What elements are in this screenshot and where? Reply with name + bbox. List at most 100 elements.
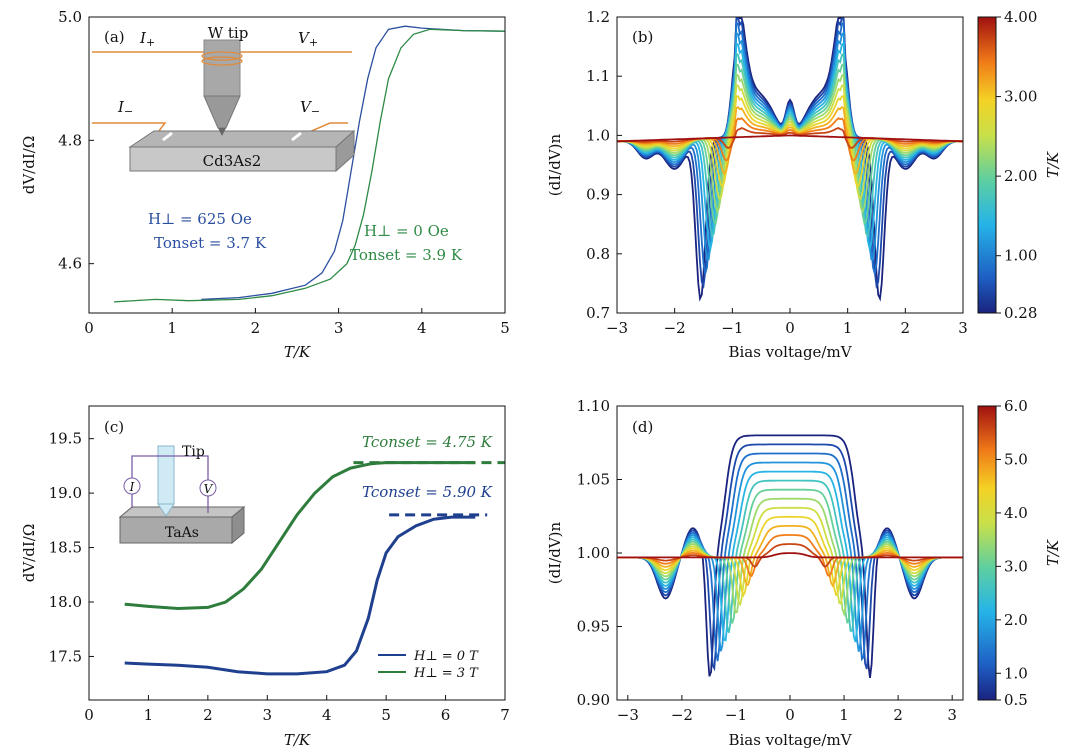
series-line-1 — [113, 28, 506, 303]
colorbar-tick-label: 2.0 — [1004, 611, 1028, 629]
x-tick-label: 6 — [441, 706, 451, 724]
panel-a-xlabel: T/K — [284, 343, 311, 361]
panel-c: 0 1 2 3 4 5 6 7 17.5 18.0 18.5 19.0 19.5 I V Tip TaA… — [20, 405, 510, 749]
spectrum-curve-0 — [616, 17, 964, 302]
y-tick-label: 0.7 — [586, 304, 610, 322]
annotation-blue-field: H⊥ = 625 Oe — [148, 210, 252, 228]
inset-coil — [201, 51, 243, 61]
x-tick-label: 3 — [334, 319, 344, 337]
y-tick-label: 18.5 — [49, 539, 82, 557]
annotation-green-field: H⊥ = 0 Oe — [364, 222, 449, 240]
legend-label-0T: H⊥ = 0 T — [413, 649, 479, 664]
panel-c-ylabel: dV/dI/Ω — [20, 524, 38, 583]
x-tick-label: 1 — [167, 319, 177, 337]
y-tick-label: 0.95 — [577, 618, 610, 636]
spectrum-curve-12 — [617, 543, 963, 568]
label-I-plus: I+ — [139, 29, 155, 49]
inset-tip-apex — [218, 128, 226, 136]
panel-c-series — [124, 461, 505, 676]
panel-a-series — [113, 25, 506, 303]
spectrum-curve-10 — [617, 525, 963, 588]
label-I: I — [129, 480, 135, 494]
x-tick-label: 5 — [381, 706, 391, 724]
colorbar-tick-label: 4.00 — [1004, 8, 1037, 26]
panel-b-colorbar-ticks: 4.00 3.00 2.00 1.00 0.28 — [996, 8, 1037, 322]
x-tick-label: 5 — [500, 319, 510, 337]
label-I-minus: I− — [117, 98, 133, 118]
colorbar-tick-label: 0.5 — [1004, 691, 1028, 709]
annotation-green-onset: Tonset = 3.9 K — [350, 246, 463, 264]
panel-a-label: (a) — [104, 28, 125, 46]
colorbar-tick-label: 2.00 — [1004, 167, 1037, 185]
label-sample: Cd3As2 — [203, 152, 262, 170]
annotation-green-onset: Tconset = 4.75 K — [362, 433, 493, 451]
spectrum-curve-13 — [617, 134, 963, 143]
inset-contact — [291, 131, 302, 142]
y-tick-label: 1.10 — [577, 397, 610, 415]
x-tick-label: −3 — [606, 319, 628, 337]
x-tick-label: 3 — [947, 706, 957, 724]
inset-sample-side — [231, 505, 245, 545]
colorbar-tick-label: 5.0 — [1004, 450, 1028, 468]
spectrum-curve-9 — [617, 515, 963, 598]
panel-b-axis-ticks: −3 −2 −1 0 1 2 3 0.7 0.8 0.9 1.0 1.1 1.2 — [586, 8, 968, 337]
colorbar-tick-label: 6.0 — [1004, 397, 1028, 415]
panel-a-frame — [88, 16, 506, 314]
annotation-blue-onset: Tonset = 3.7 K — [154, 234, 267, 252]
inset-tip-cone — [203, 95, 241, 129]
x-tick-label: 0 — [785, 319, 795, 337]
inset-voltmeter — [199, 479, 217, 497]
panel-b-ylabel: (dI/dV)n — [546, 133, 564, 196]
spectrum-curve-7 — [617, 73, 963, 215]
spectrum-curve-9 — [617, 95, 963, 189]
y-tick-label: 18.0 — [49, 593, 82, 611]
x-tick-label: 2 — [901, 319, 911, 337]
x-tick-label: 2 — [251, 319, 261, 337]
spectrum-curve-1 — [616, 17, 964, 289]
x-tick-label: 0 — [785, 706, 795, 724]
panel-d-label: (d) — [632, 418, 653, 436]
x-tick-label: 4 — [322, 706, 332, 724]
inset-contact — [162, 131, 173, 142]
x-tick-label: 2 — [893, 706, 903, 724]
panel-c-frame — [88, 405, 506, 701]
spectrum-curve-8 — [617, 506, 963, 607]
spectrum-curve-2 — [617, 20, 963, 274]
inset-coil — [201, 56, 243, 66]
series-line-0 — [201, 25, 506, 301]
panel-d-ylabel: (dI/dV)n — [546, 521, 564, 584]
y-tick-label: 1.05 — [577, 471, 610, 489]
panel-a-ylabel: dV/dI/Ω — [20, 136, 38, 195]
x-tick-label: −3 — [617, 706, 639, 724]
spectrum-curve-4 — [617, 41, 963, 253]
panel-a: 0 1 2 3 4 5 4.6 4.8 5.0 I+ V+ I− V− W tip Cd3As2… — [20, 8, 510, 361]
panel-a-axis-ticks: 0 1 2 3 4 5 4.6 4.8 5.0 — [58, 8, 510, 337]
x-tick-label: −1 — [725, 706, 747, 724]
panel-b-frame — [616, 16, 964, 314]
y-tick-label: 4.8 — [58, 131, 82, 149]
y-tick-label: 19.5 — [49, 430, 82, 448]
panel-c-axis-ticks: 0 1 2 3 4 5 6 7 17.5 18.0 18.5 19.0 19.5 — [49, 430, 510, 724]
colorbar-tick-label: 1.00 — [1004, 247, 1037, 265]
x-tick-label: −2 — [664, 319, 686, 337]
inset-tip-holder — [203, 39, 241, 97]
spectrum-curve-12 — [617, 127, 963, 149]
panel-b-colorbar-label: T/K — [1044, 151, 1062, 178]
panel-b: −3 −2 −1 0 1 2 3 0.7 0.8 0.9 1.0 1.1 1.2 (b) Bias vo… — [546, 8, 1062, 361]
x-tick-label: −1 — [721, 319, 743, 337]
y-tick-label: 1.1 — [586, 67, 610, 85]
spectrum-curve-11 — [617, 534, 963, 578]
colorbar-tick-label: 0.28 — [1004, 304, 1037, 322]
inset-tip — [157, 445, 175, 505]
spectrum-curve-8 — [617, 84, 963, 200]
panel-a-inset: I+ V+ I− V− W tip Cd3As2 — [92, 24, 356, 173]
panel-b-label: (b) — [632, 28, 653, 46]
y-tick-label: 1.00 — [577, 544, 610, 562]
panel-d-colorbar-label: T/K — [1044, 539, 1062, 566]
label-w-tip: W tip — [208, 24, 249, 42]
y-tick-label: 17.5 — [49, 647, 82, 665]
spectrum-curve-11 — [617, 117, 963, 162]
x-tick-label: 1 — [839, 706, 849, 724]
y-tick-label: 5.0 — [58, 8, 82, 26]
panel-d-xlabel: Bias voltage/mV — [728, 731, 852, 749]
